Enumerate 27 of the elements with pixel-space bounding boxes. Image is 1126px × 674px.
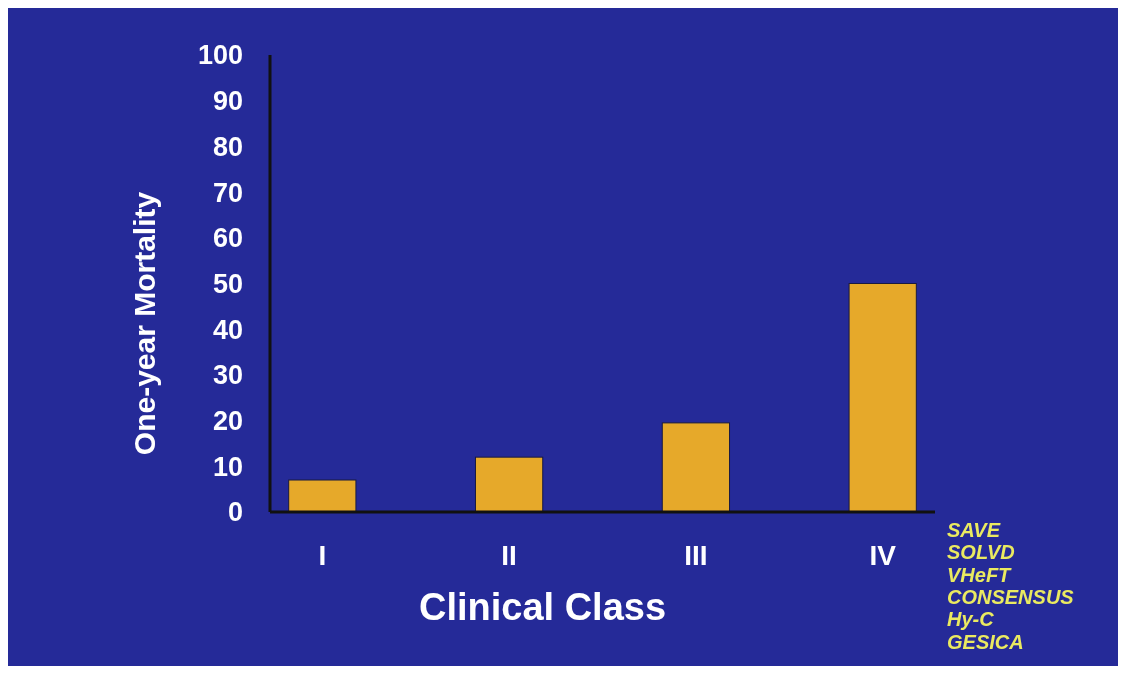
y-tick-label: 100 xyxy=(197,40,243,71)
y-tick-label: 30 xyxy=(212,360,243,391)
text: GESICA xyxy=(947,630,1024,653)
bar xyxy=(848,283,917,513)
x-tick-label: III xyxy=(684,540,708,571)
bar xyxy=(474,456,544,513)
y-tick-label: 10 xyxy=(212,451,243,482)
bar xyxy=(661,422,731,513)
y-tick-label: 0 xyxy=(227,497,243,528)
y-tick-label: 20 xyxy=(212,406,243,437)
bar xyxy=(288,479,357,513)
text: SOLVD xyxy=(947,541,1015,564)
text: Hy-C xyxy=(947,608,995,631)
x-tick-label: IV xyxy=(869,540,897,571)
text: VHeFT xyxy=(947,563,1013,586)
y-tick-label: 50 xyxy=(212,268,243,299)
y-tick-label: 70 xyxy=(212,177,243,208)
x-axis-title: Clinical Class xyxy=(418,586,667,628)
x-tick-label: II xyxy=(501,540,517,571)
text: CONSENSUS xyxy=(947,585,1075,608)
y-tick-label: 90 xyxy=(212,86,243,117)
x-tick-label: I xyxy=(318,540,327,571)
y-axis-title: One-year Mortality xyxy=(128,191,161,456)
y-tick-label: 80 xyxy=(212,131,243,162)
y-tick-label: 40 xyxy=(212,314,243,345)
text: SAVE xyxy=(947,519,1001,541)
y-tick-label: 60 xyxy=(212,223,243,254)
